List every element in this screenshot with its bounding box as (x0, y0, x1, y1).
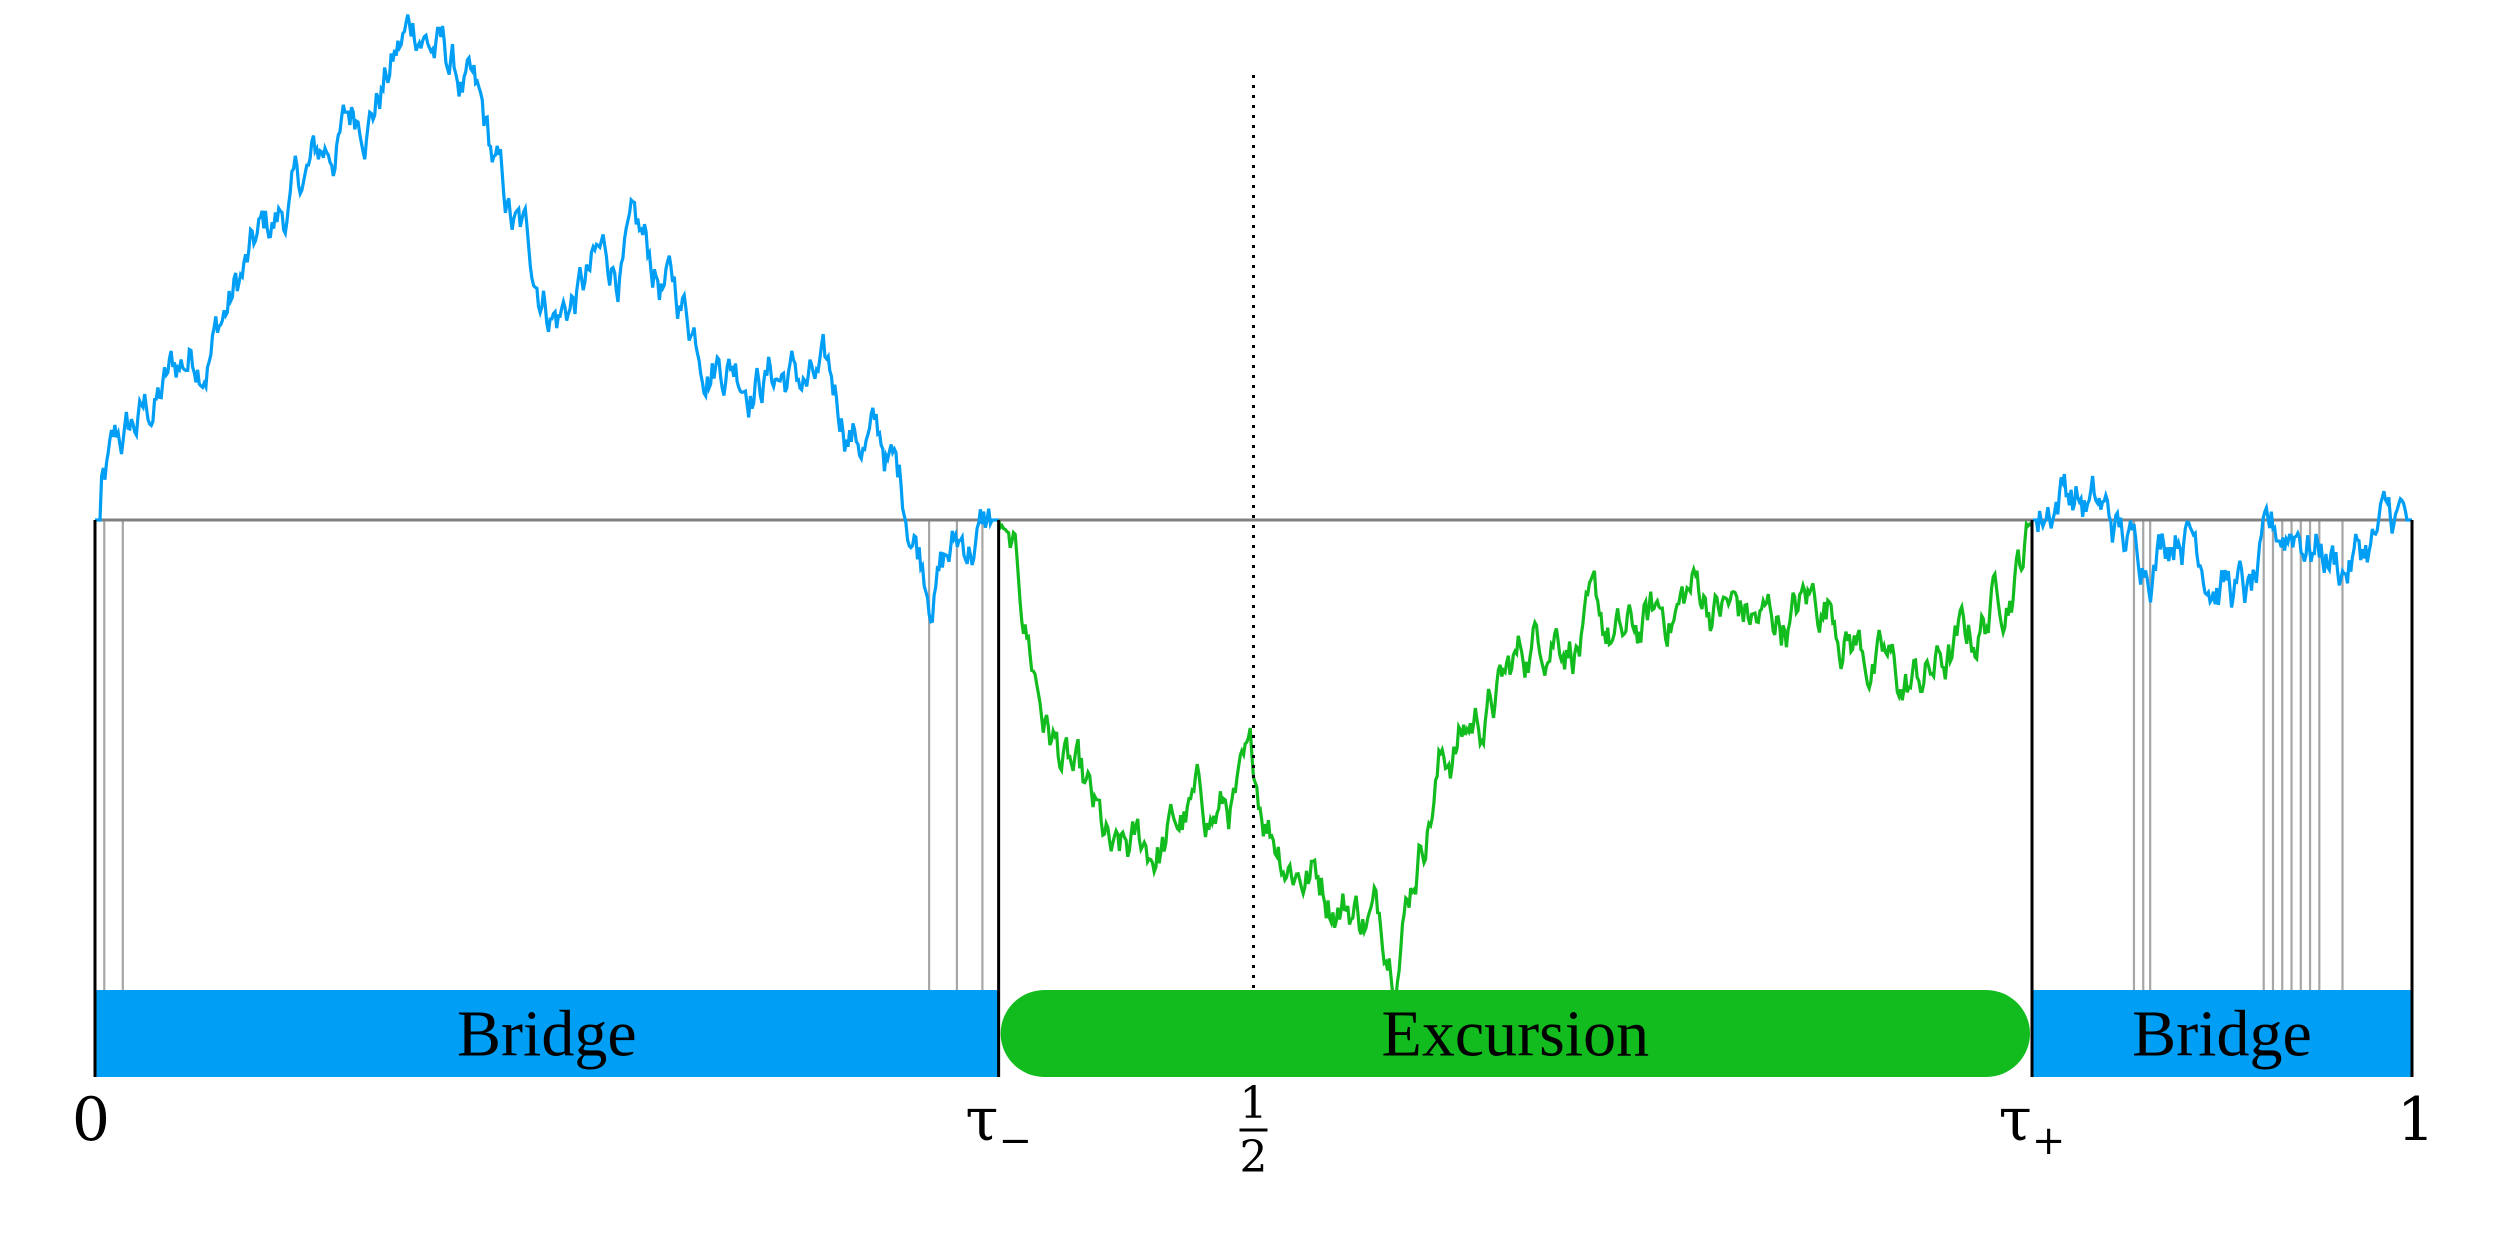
excursion-path (997, 519, 2033, 1004)
zero-crossing-lines (103, 520, 2344, 990)
bridge-band-right (2032, 990, 2412, 1077)
tau-plus-subscript: + (2032, 1118, 2066, 1164)
bridge-path-right (2033, 473, 2412, 608)
tau-symbol: τ (965, 1085, 998, 1155)
segment-boundary-lines (93, 520, 2414, 1077)
excursion-band (1000, 990, 2031, 1077)
half-denominator: 2 (1240, 1132, 1268, 1183)
bridge-label-left: Bridge (457, 998, 637, 1071)
bridge-label-right: Bridge (2132, 998, 2312, 1071)
tick-label-tau-plus: τ+ (1999, 1085, 2066, 1164)
tau-symbol: τ (1999, 1085, 2032, 1155)
tau-minus-subscript: − (998, 1118, 1032, 1164)
tick-label-half: 1 2 (1239, 1078, 1268, 1183)
bridge-band-left (95, 990, 999, 1077)
tick-label-zero: 0 (72, 1085, 110, 1155)
excursion-label: Excursion (1382, 998, 1650, 1071)
half-numerator: 1 (1240, 1078, 1268, 1129)
tick-label-one: 1 (2397, 1085, 2435, 1155)
bridge-path-left (95, 14, 999, 624)
tick-label-tau-minus: τ− (965, 1085, 1032, 1164)
